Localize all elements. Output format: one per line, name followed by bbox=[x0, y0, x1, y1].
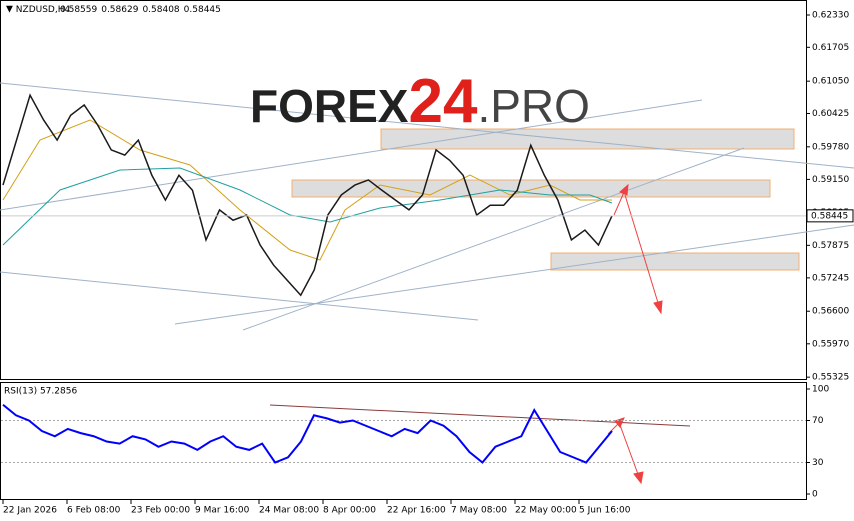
symbol: ▼ NZDUSD,H4 bbox=[6, 5, 70, 15]
ohlc-value: 0.58629 bbox=[101, 5, 138, 15]
x-tick-label: 5 Jun 16:00 bbox=[579, 506, 631, 516]
y-tick-label: 0.59780 bbox=[812, 142, 849, 152]
y-tick-label: 0.57245 bbox=[812, 273, 849, 283]
y-tick-label: 0.57875 bbox=[812, 241, 849, 251]
y-tick-label: 0 bbox=[812, 490, 818, 500]
ohlc: 0.58559 0.58629 0.58408 0.58445 bbox=[60, 5, 221, 15]
ohlc-value: 0.58445 bbox=[184, 5, 221, 15]
y-tick-label: 100 bbox=[812, 385, 829, 395]
x-tick-label: 22 Apr 16:00 bbox=[387, 506, 446, 516]
y-tick-label: 0.62330 bbox=[812, 10, 849, 20]
x-tick-label: 7 May 08:00 bbox=[451, 506, 507, 516]
y-tick-label: 0.59150 bbox=[812, 175, 849, 185]
y-tick-label: 0.60425 bbox=[812, 109, 849, 119]
x-tick-label: 22 May 00:00 bbox=[515, 506, 577, 516]
moving-average bbox=[2, 167, 613, 246]
ohlc-value: 0.58559 bbox=[60, 5, 97, 15]
rsi-title: RSI(13) 57.2856 bbox=[4, 387, 77, 397]
x-tick-label: 8 Apr 00:00 bbox=[323, 506, 376, 516]
y-tick-label: 0.55970 bbox=[812, 339, 849, 349]
logo-part: .PRO bbox=[477, 80, 589, 132]
trendlines bbox=[0, 82, 854, 331]
logo-part: 24 bbox=[408, 67, 477, 136]
rsi-pane bbox=[0, 382, 807, 500]
x-tick-label: 6 Feb 08:00 bbox=[67, 506, 121, 516]
y-tick-label: 30 bbox=[812, 458, 824, 468]
x-tick-label: 24 Mar 08:00 bbox=[259, 506, 319, 516]
y-tick-label: 0.61050 bbox=[812, 77, 849, 87]
y-tick-label: 0.56600 bbox=[812, 307, 849, 317]
support-zone bbox=[550, 252, 800, 271]
y-tick-label: 0.61705 bbox=[812, 43, 849, 53]
x-tick-label: 23 Feb 00:00 bbox=[131, 506, 190, 516]
current-price-label: 0.58445 bbox=[811, 211, 848, 221]
symbol-text: NZDUSD,H4 bbox=[16, 5, 71, 15]
y-tick-label: 0.55325 bbox=[812, 373, 849, 383]
pivot-zone bbox=[291, 179, 771, 198]
y-tick-label: 70 bbox=[812, 416, 824, 426]
moving-average bbox=[2, 119, 612, 261]
logo-part: FOREX bbox=[250, 80, 409, 132]
price-line bbox=[2, 93, 613, 297]
x-tick-label: 22 Jan 2026 bbox=[3, 506, 57, 516]
x-tick-label: 9 Mar 16:00 bbox=[195, 506, 250, 516]
price-line bbox=[2, 403, 613, 464]
logo: FOREX24.PRO bbox=[250, 67, 590, 136]
current-price-tag bbox=[806, 209, 854, 223]
forecast-arrows bbox=[607, 183, 663, 485]
ohlc-value: 0.58408 bbox=[142, 5, 179, 15]
